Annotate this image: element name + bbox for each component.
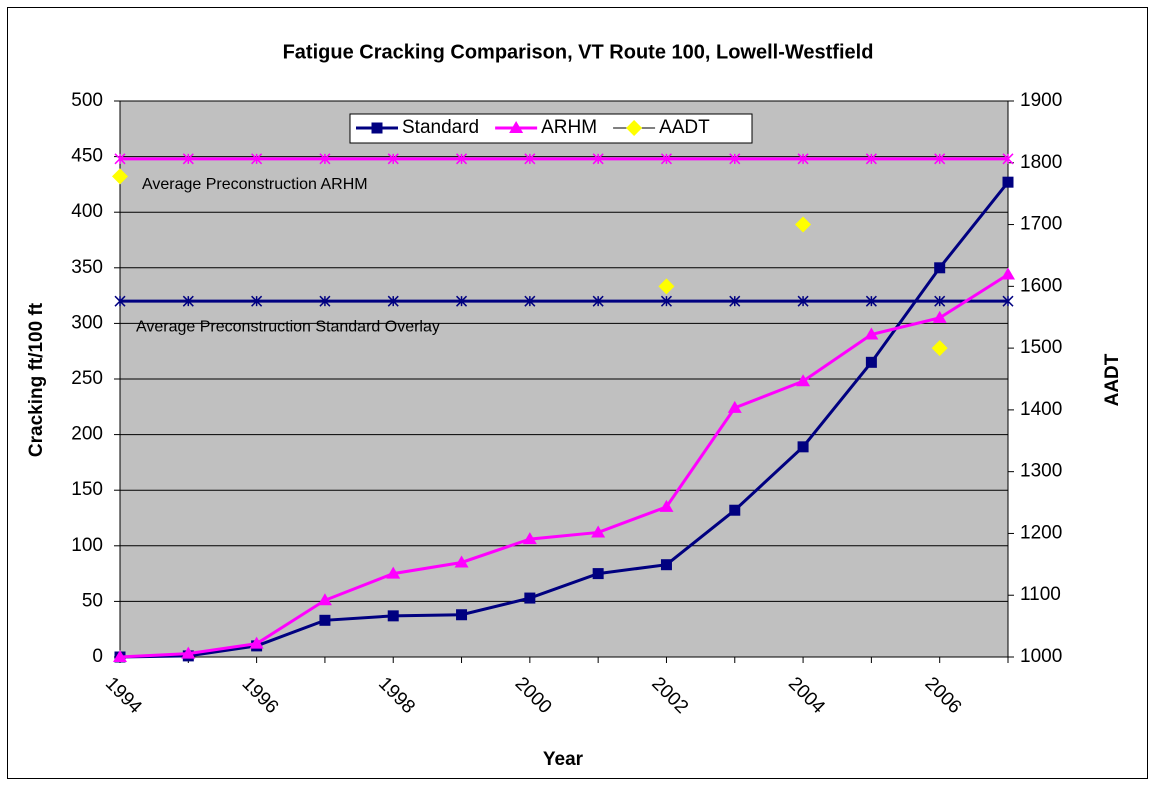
reference-marker [456, 295, 468, 307]
reference-label: Average Preconstruction ARHM [142, 176, 368, 193]
reference-marker [114, 153, 126, 165]
marker [729, 504, 741, 516]
reference-marker [114, 295, 126, 307]
reference-marker [387, 153, 399, 165]
marker [454, 555, 469, 568]
marker [524, 592, 536, 604]
y-tick-label: 400 [71, 201, 103, 222]
y-axis-label: Cracking ft/100 ft [26, 302, 47, 457]
reference-marker [387, 295, 399, 307]
marker [931, 340, 948, 357]
legend-marker [371, 122, 383, 134]
reference-marker [182, 295, 194, 307]
reference-marker [524, 153, 536, 165]
y2-tick-label: 1700 [1020, 214, 1062, 235]
reference-marker [660, 153, 672, 165]
legend-label: Standard [402, 117, 479, 138]
y-tick-label: 200 [71, 424, 103, 445]
marker [181, 646, 196, 659]
reference-marker [319, 153, 331, 165]
reference-marker [524, 295, 536, 307]
y2-tick-label: 1500 [1020, 337, 1062, 358]
marker [932, 310, 947, 323]
reference-marker [251, 295, 263, 307]
reference-marker [865, 153, 877, 165]
series-line [119, 181, 1010, 659]
marker [797, 441, 809, 453]
marker [1002, 176, 1014, 188]
legend-marker [626, 120, 643, 136]
y-tick-label: 150 [71, 479, 103, 500]
marker [1001, 267, 1015, 280]
reference-marker [797, 153, 809, 165]
y-tick-label: 50 [82, 590, 103, 611]
marker [522, 532, 537, 545]
y2-tick-label: 1400 [1020, 399, 1062, 420]
reference-marker [592, 153, 604, 165]
marker [864, 327, 879, 340]
reference-marker [660, 295, 672, 307]
reference-marker [592, 295, 604, 307]
y-tick-label: 250 [71, 368, 103, 389]
marker [795, 216, 812, 233]
y2-tick-label: 1200 [1020, 522, 1062, 543]
legend-box [349, 113, 753, 144]
y2-tick-label: 1800 [1020, 152, 1062, 173]
marker [249, 636, 264, 649]
y-tick-label: 100 [71, 535, 103, 556]
legend-marker [509, 121, 524, 133]
y-tick-label: 300 [71, 312, 103, 333]
marker [659, 499, 674, 512]
y2-tick-label: 1300 [1020, 461, 1062, 482]
y2-tick-label: 1900 [1020, 90, 1062, 111]
marker [319, 614, 331, 626]
legend: Standard ARHM AADT [349, 113, 753, 144]
marker [113, 650, 127, 662]
reference-marker [456, 153, 468, 165]
y-tick-label: 500 [71, 90, 103, 111]
legend-label: AADT [659, 117, 710, 138]
legend-label: ARHM [541, 117, 597, 138]
marker [592, 568, 604, 580]
marker [386, 566, 401, 579]
reference-marker [934, 153, 946, 165]
y2-tick-label: 1100 [1020, 584, 1061, 605]
y2-tick-label: 1000 [1020, 646, 1062, 667]
y-tick-label: 0 [92, 646, 103, 667]
marker [658, 278, 675, 295]
reference-marker [729, 295, 741, 307]
y2-axis-label: AADT [1102, 353, 1123, 406]
reference-marker [1002, 295, 1014, 307]
marker [727, 400, 742, 413]
marker [591, 525, 606, 538]
marker [456, 609, 468, 621]
reference-label: Average Preconstruction Standard Overlay [136, 318, 440, 335]
reference-marker [729, 153, 741, 165]
reference-marker [319, 295, 331, 307]
marker [660, 559, 672, 571]
marker [865, 356, 877, 368]
series-line [119, 273, 1009, 659]
reference-marker [251, 153, 263, 165]
chart-title: Fatigue Cracking Comparison, VT Route 10… [283, 41, 874, 63]
reference-marker [797, 295, 809, 307]
x-axis-label: Year [543, 749, 584, 770]
reference-marker [182, 153, 194, 165]
y-tick-label: 450 [71, 146, 103, 167]
marker [796, 374, 811, 387]
y2-tick-label: 1600 [1020, 275, 1062, 296]
reference-marker [934, 295, 946, 307]
marker [317, 593, 332, 606]
reference-marker [865, 295, 877, 307]
y-tick-label: 350 [71, 257, 103, 278]
marker [387, 610, 399, 622]
marker [112, 168, 128, 185]
marker [934, 262, 946, 274]
reference-marker [1002, 153, 1014, 165]
